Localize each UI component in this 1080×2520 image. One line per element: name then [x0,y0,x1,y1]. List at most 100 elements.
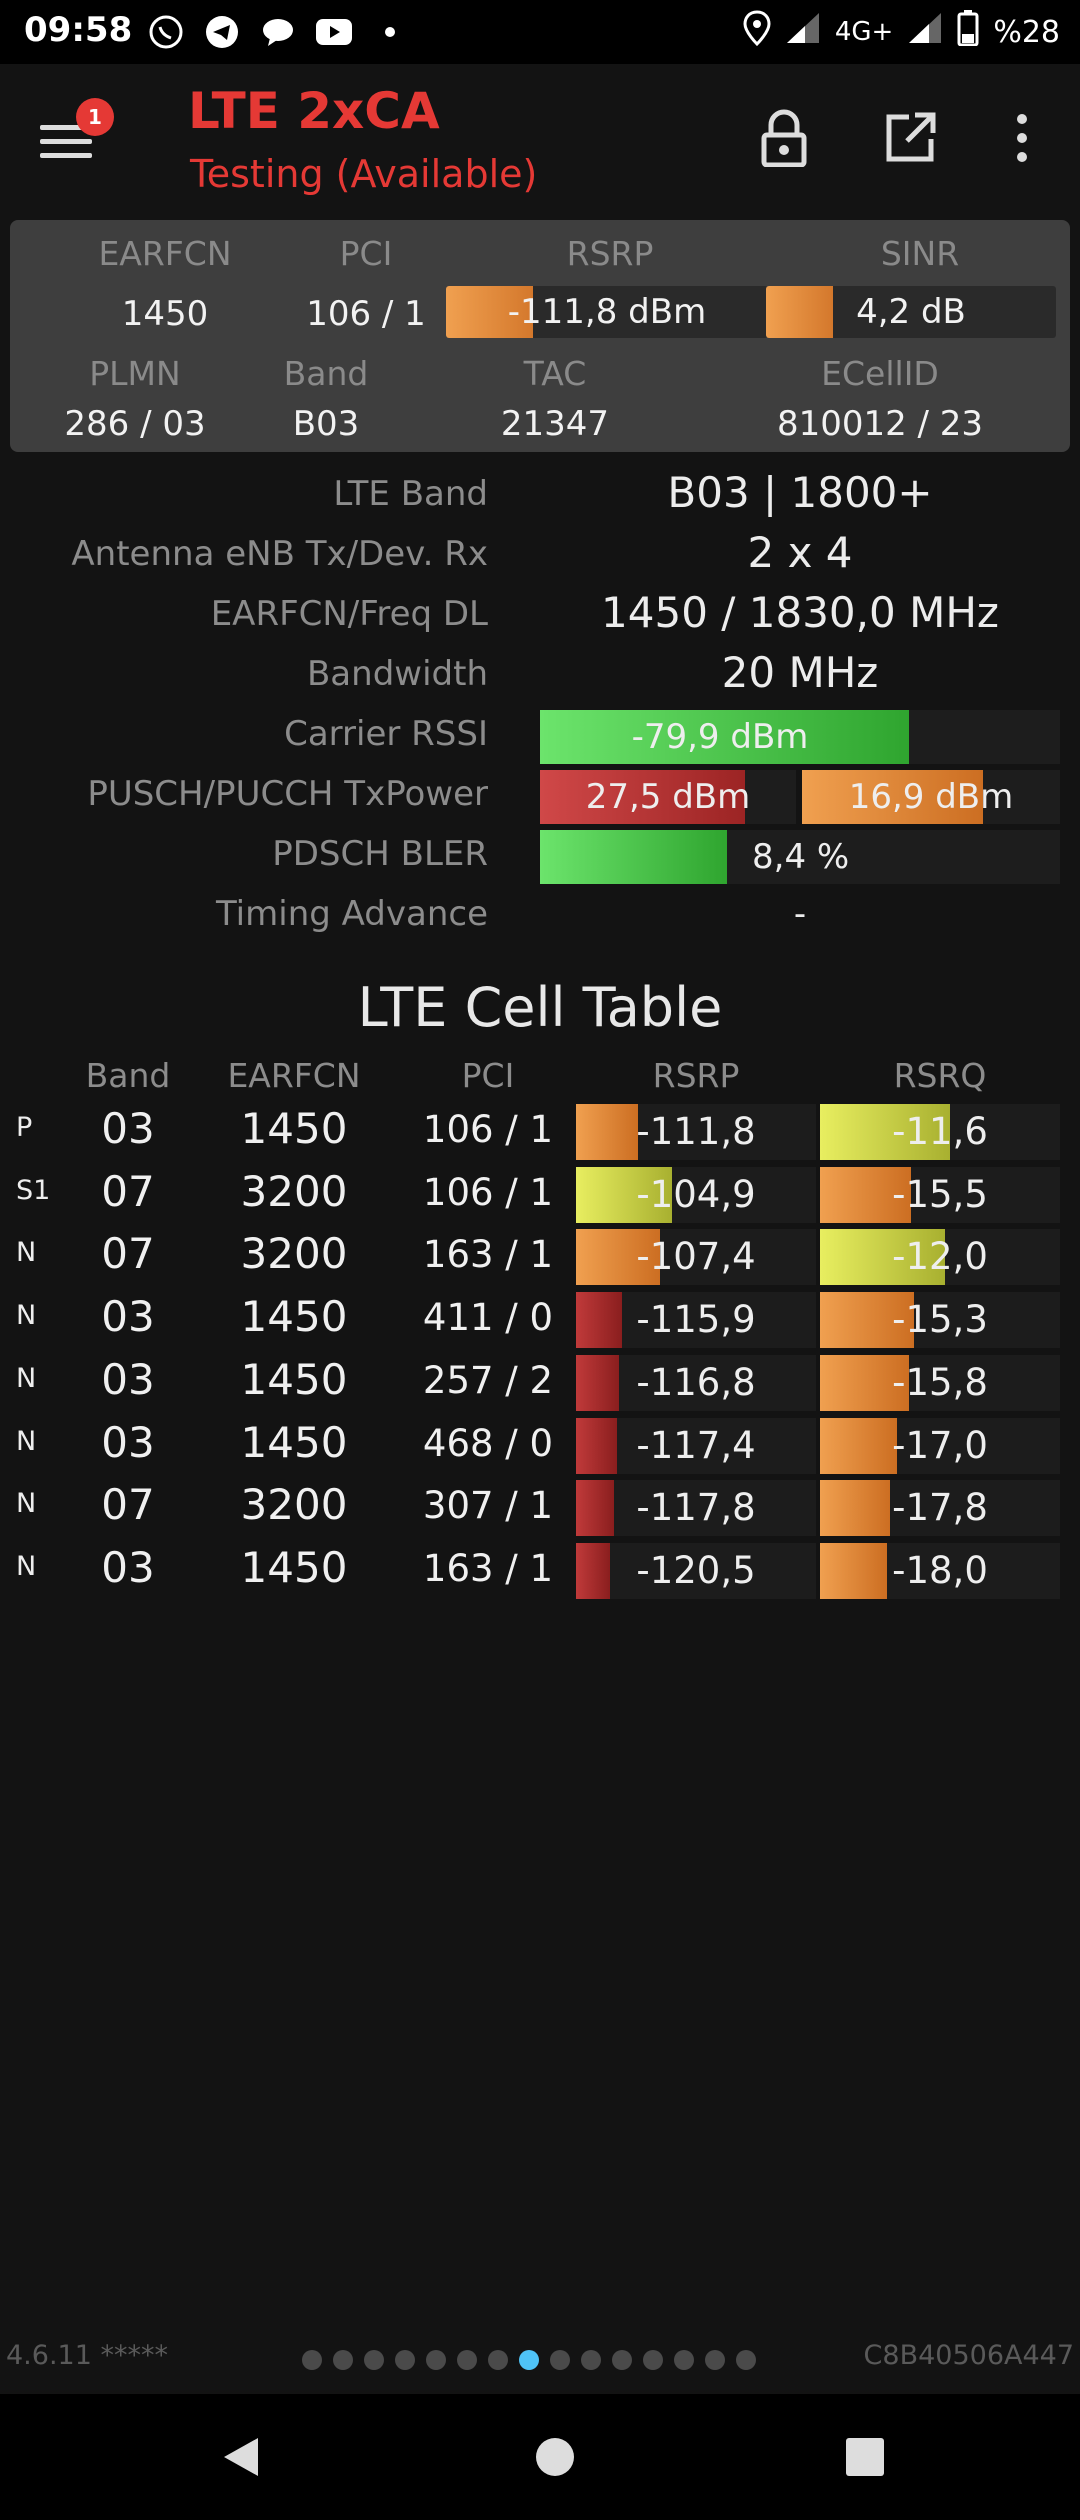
cell-rsrq-bar: -15,3 [820,1292,1060,1349]
battery-icon [957,10,979,54]
page-dot[interactable] [364,2350,384,2370]
signal-icon [785,11,821,53]
page-dot[interactable] [612,2350,632,2370]
table-row: P 03 1450 106 / 1 -111,8 -11,6 [0,1100,1080,1162]
pci-value: 106 / 1 [306,294,426,334]
cell-rsrp-bar: -117,4 [576,1417,816,1474]
cell-rsrq-fill [820,1166,912,1223]
col-rsrq-header: RSRQ [893,1056,987,1095]
cell-type: S1 [16,1174,51,1206]
cell-rsrp-bar: -104,9 [576,1166,816,1223]
cell-pci: 257 / 2 [422,1358,554,1402]
cell-rsrp-bar: -116,8 [576,1354,816,1411]
page-dot[interactable] [333,2350,353,2370]
cell-earfcn: 1450 [240,1104,348,1153]
rsrp-label: RSRP [566,234,654,273]
txpower-label: PUSCH/PUCCH TxPower [87,774,488,814]
cell-rsrq-bar: -17,8 [820,1480,1060,1537]
page-indicator[interactable] [302,2350,756,2370]
app-bar: 1 LTE 2xCA Testing (Available) [0,64,1080,214]
cell-rsrq: -17,8 [892,1486,988,1530]
page-dot[interactable] [581,2350,601,2370]
more-vert-icon [1017,114,1027,162]
app-version: 4.6.11 ***** [6,2340,168,2371]
rsrp-value: -111,8 dBm [507,292,707,332]
back-button[interactable] [208,2424,274,2490]
cell-rsrp-bar: -107,4 [576,1229,816,1286]
page-dot[interactable] [426,2350,446,2370]
cell-rsrq-fill [820,1542,888,1599]
cell-rsrq: -15,5 [892,1172,988,1216]
cell-band: 03 [101,1417,155,1467]
cell-earfcn: 1450 [240,1542,348,1592]
pucch-value: 16,9 dBm [848,777,1014,817]
dot-icon [370,12,410,52]
cell-rsrp: -117,8 [636,1486,756,1530]
signal-icon-2 [907,11,943,53]
rssi-value: -79,9 dBm [631,717,809,757]
cell-type: P [16,1112,33,1143]
page-dot[interactable] [705,2350,725,2370]
youtube-icon [314,12,354,52]
cell-rsrq-fill [820,1229,945,1286]
page-dot[interactable] [643,2350,663,2370]
home-icon [536,2438,574,2476]
open-external-button[interactable] [878,106,942,170]
page-dot[interactable] [302,2350,322,2370]
pucch-bar: 16,9 dBm [802,770,1060,824]
cell-rsrq: -18,0 [892,1548,988,1592]
page-dot[interactable] [457,2350,477,2370]
cell-rsrp: -107,4 [636,1235,756,1279]
ta-label: Timing Advance [215,894,488,934]
table-row: N 07 3200 307 / 1 -117,8 -17,8 [0,1476,1080,1538]
col-band-header: Band [85,1056,171,1095]
cell-rsrq-fill [820,1292,914,1349]
table-row: N 03 1450 257 / 2 -116,8 -15,8 [0,1351,1080,1413]
cell-rsrp: -116,8 [636,1360,756,1404]
cell-rsrp-bar: -120,5 [576,1542,816,1599]
ta-value: - [793,894,807,934]
lock-button[interactable] [752,106,816,170]
lte-band-label: LTE Band [333,474,488,514]
cell-band: 07 [101,1166,155,1216]
band-value: B03 [292,404,360,444]
cell-rsrq-bar: -15,8 [820,1354,1060,1411]
tac-label: TAC [523,354,587,393]
cell-rsrp: -104,9 [636,1172,756,1216]
recents-button[interactable] [832,2424,898,2490]
system-nav-bar [0,2394,1080,2520]
cell-rsrp-fill [576,1417,617,1474]
cell-pci: 163 / 1 [422,1233,554,1277]
page-dot[interactable] [488,2350,508,2370]
cell-rsrq: -17,0 [892,1423,988,1467]
col-pci-header: PCI [461,1056,515,1095]
device-id: C8B40506A447 [863,2340,1074,2371]
page-dot[interactable] [550,2350,570,2370]
network-type: 4G+ [834,17,894,47]
cell-pci: 411 / 0 [422,1296,554,1340]
rsrp-meter: -111,8 dBm [446,286,768,338]
page-dot[interactable] [736,2350,756,2370]
menu-button[interactable] [40,116,104,172]
cell-rsrq-bar: -15,5 [820,1166,1060,1223]
more-options-button[interactable] [990,106,1054,170]
cell-pci: 163 / 1 [422,1546,554,1590]
rssi-bar-fill [540,710,910,764]
lte-band-value: B03 | 1800+ [667,468,933,517]
recents-icon [846,2438,884,2476]
pucch-bar-fill [802,770,983,824]
earfcn-label: EARFCN [98,234,232,273]
rsrp-meter-fill [446,286,533,338]
bandwidth-label: Bandwidth [306,654,488,694]
page-dot[interactable] [519,2350,539,2370]
page-dot[interactable] [674,2350,694,2370]
cell-earfcn: 1450 [240,1292,348,1342]
home-button[interactable] [522,2424,588,2490]
cell-rsrp: -117,4 [636,1423,756,1467]
page-dot[interactable] [395,2350,415,2370]
table-row: N 03 1450 411 / 0 -115,9 -15,3 [0,1288,1080,1350]
cell-earfcn: 3200 [240,1480,348,1530]
cell-rsrp-fill [576,1542,610,1599]
bler-value: 8,4 % [752,837,850,877]
pusch-bar-fill [540,770,745,824]
